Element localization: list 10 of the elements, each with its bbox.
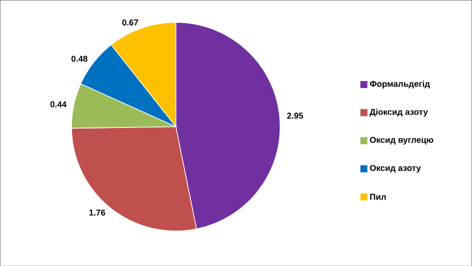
data-label: 1.76 — [89, 209, 106, 216]
data-label: 0.48 — [71, 56, 88, 62]
legend-label: Оксид вуглецю — [370, 136, 434, 144]
data-label: 0.44 — [50, 101, 67, 108]
legend-label: Діоксид азоту — [370, 108, 428, 116]
legend-label: Оксид азоту — [370, 164, 421, 172]
legend-label: Формальдегід — [370, 80, 430, 88]
legend-label: Пил — [370, 194, 386, 200]
data-label: 0.67 — [122, 19, 138, 26]
data-label: 2.95 — [287, 112, 304, 118]
